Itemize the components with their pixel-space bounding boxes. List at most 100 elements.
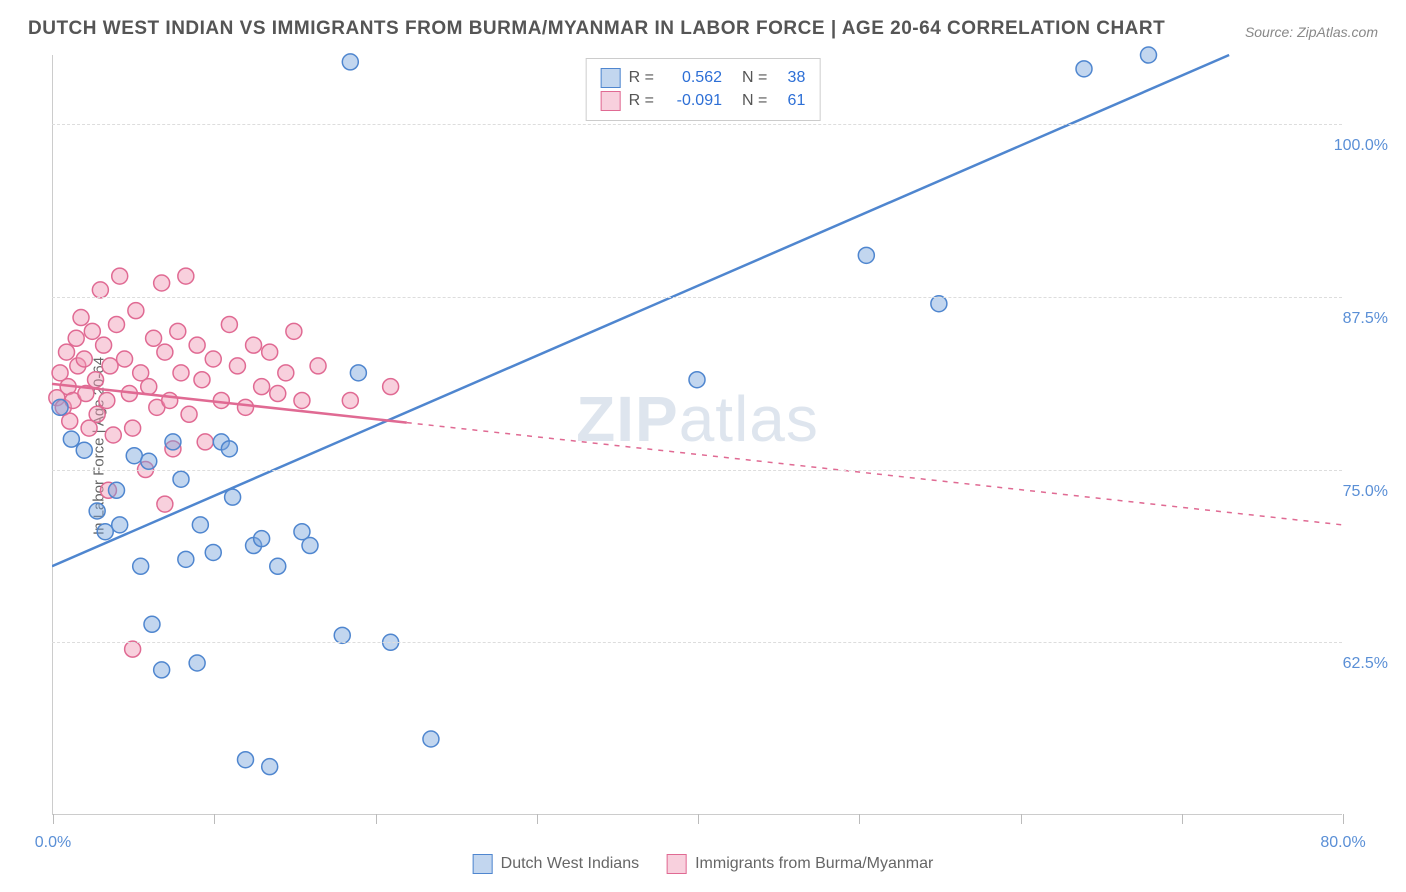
scatter-point bbox=[92, 282, 108, 298]
y-tick-label: 100.0% bbox=[1334, 137, 1388, 155]
x-tick bbox=[1343, 814, 1344, 824]
scatter-point bbox=[194, 372, 210, 388]
scatter-point bbox=[112, 517, 128, 533]
scatter-point bbox=[59, 344, 75, 360]
scatter-point bbox=[84, 323, 100, 339]
stats-legend: R = 0.562 N = 38 R =-0.091N =61 bbox=[586, 58, 821, 121]
scatter-point bbox=[238, 399, 254, 415]
scatter-point bbox=[144, 616, 160, 632]
scatter-point bbox=[125, 641, 141, 657]
chart-title: DUTCH WEST INDIAN VS IMMIGRANTS FROM BUR… bbox=[28, 18, 1165, 40]
n-value: 38 bbox=[775, 69, 805, 87]
scatter-point bbox=[68, 330, 84, 346]
scatter-point bbox=[63, 431, 79, 447]
scatter-point bbox=[89, 503, 105, 519]
scatter-point bbox=[141, 379, 157, 395]
scatter-point bbox=[165, 434, 181, 450]
legend-label: Immigrants from Burma/Myanmar bbox=[695, 855, 933, 873]
x-tick-label: 80.0% bbox=[1320, 834, 1365, 852]
scatter-point bbox=[189, 337, 205, 353]
scatter-point bbox=[350, 365, 366, 381]
scatter-point bbox=[73, 310, 89, 326]
scatter-point bbox=[383, 379, 399, 395]
x-tick bbox=[859, 814, 860, 824]
scatter-point bbox=[205, 544, 221, 560]
gridline bbox=[52, 124, 1342, 125]
scatter-point bbox=[294, 392, 310, 408]
legend-item: Dutch West Indians bbox=[473, 854, 639, 874]
legend-swatch bbox=[473, 854, 493, 874]
source-attribution: Source: ZipAtlas.com bbox=[1245, 24, 1378, 40]
scatter-point bbox=[342, 392, 358, 408]
regression-line bbox=[52, 55, 1229, 566]
scatter-point bbox=[89, 406, 105, 422]
scatter-point bbox=[689, 372, 705, 388]
scatter-point bbox=[254, 531, 270, 547]
scatter-point bbox=[128, 303, 144, 319]
scatter-point bbox=[141, 453, 157, 469]
scatter-point bbox=[286, 323, 302, 339]
legend-swatch bbox=[601, 68, 621, 88]
r-label: R = bbox=[629, 69, 654, 87]
scatter-point bbox=[181, 406, 197, 422]
scatter-point bbox=[88, 372, 104, 388]
scatter-point bbox=[154, 275, 170, 291]
scatter-point bbox=[238, 752, 254, 768]
scatter-point bbox=[170, 323, 186, 339]
scatter-point bbox=[105, 427, 121, 443]
scatter-point bbox=[109, 316, 125, 332]
scatter-point bbox=[133, 558, 149, 574]
scatter-point bbox=[117, 351, 133, 367]
scatter-point bbox=[254, 379, 270, 395]
scatter-point bbox=[1076, 61, 1092, 77]
scatter-point bbox=[262, 344, 278, 360]
scatter-point bbox=[931, 296, 947, 312]
scatter-point bbox=[99, 392, 115, 408]
scatter-point bbox=[221, 441, 237, 457]
scatter-point bbox=[270, 386, 286, 402]
scatter-point bbox=[76, 351, 92, 367]
scatter-point bbox=[310, 358, 326, 374]
scatter-point bbox=[173, 471, 189, 487]
scatter-point bbox=[125, 420, 141, 436]
scatter-point bbox=[173, 365, 189, 381]
scatter-point bbox=[278, 365, 294, 381]
scatter-point bbox=[157, 344, 173, 360]
legend-label: Dutch West Indians bbox=[501, 855, 639, 873]
gridline bbox=[52, 297, 1342, 298]
scatter-point bbox=[205, 351, 221, 367]
x-tick bbox=[1182, 814, 1183, 824]
scatter-point bbox=[262, 759, 278, 775]
scatter-point bbox=[178, 551, 194, 567]
r-label: R = bbox=[629, 92, 654, 110]
scatter-point bbox=[178, 268, 194, 284]
scatter-point bbox=[221, 316, 237, 332]
x-tick bbox=[698, 814, 699, 824]
legend-item: Immigrants from Burma/Myanmar bbox=[667, 854, 933, 874]
x-tick bbox=[537, 814, 538, 824]
scatter-point bbox=[97, 524, 113, 540]
scatter-point bbox=[302, 538, 318, 554]
y-tick-label: 75.0% bbox=[1343, 483, 1388, 501]
scatter-point bbox=[342, 54, 358, 70]
gridline bbox=[52, 642, 1342, 643]
scatter-point bbox=[76, 442, 92, 458]
scatter-point bbox=[52, 399, 68, 415]
legend-swatch bbox=[601, 91, 621, 111]
scatter-point bbox=[109, 482, 125, 498]
scatter-point bbox=[192, 517, 208, 533]
series-legend: Dutch West Indians Immigrants from Burma/… bbox=[473, 854, 934, 874]
r-value: 0.562 bbox=[662, 69, 722, 87]
regression-line-dashed bbox=[407, 423, 1342, 525]
scatter-point bbox=[213, 392, 229, 408]
stats-legend-row: R =-0.091N =61 bbox=[601, 91, 806, 111]
scatter-point bbox=[112, 268, 128, 284]
scatter-point bbox=[162, 392, 178, 408]
y-tick-label: 62.5% bbox=[1343, 655, 1388, 673]
n-label: N = bbox=[742, 92, 767, 110]
scatter-point bbox=[858, 247, 874, 263]
y-tick-label: 87.5% bbox=[1343, 310, 1388, 328]
x-tick bbox=[214, 814, 215, 824]
x-tick bbox=[376, 814, 377, 824]
scatter-point bbox=[157, 496, 173, 512]
